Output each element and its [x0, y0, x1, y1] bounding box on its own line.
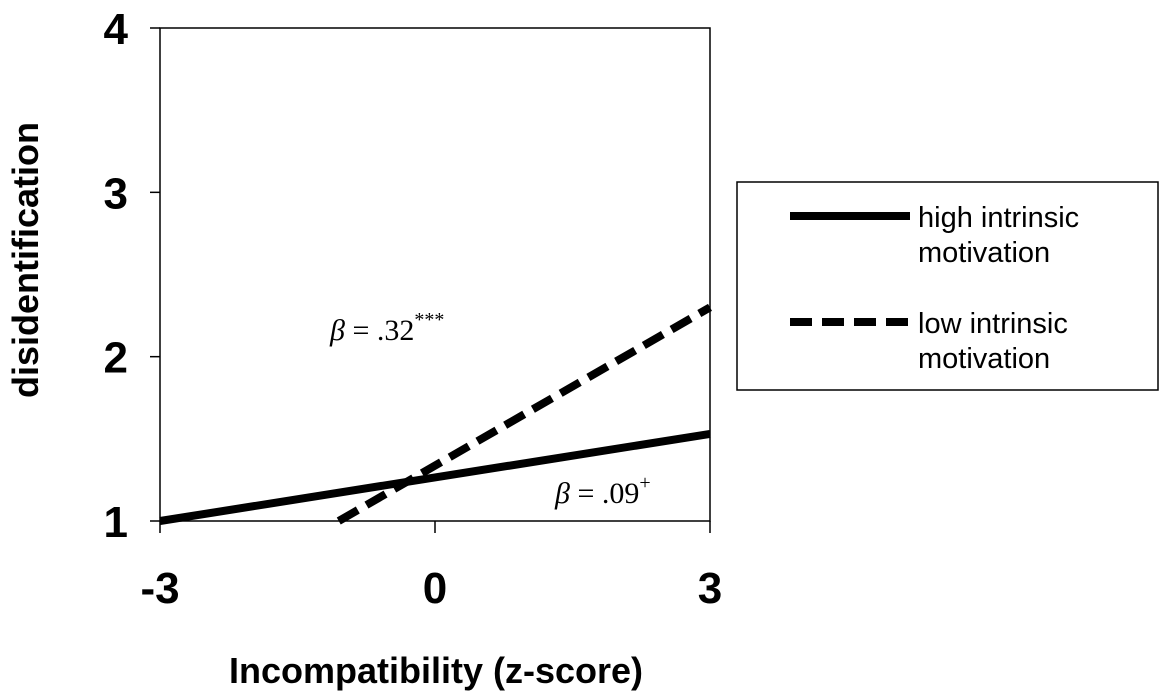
annotation-high-symbol: β: [554, 477, 570, 510]
annotation-low-text: = .32: [345, 314, 414, 347]
y-axis-title: disidentification: [5, 122, 46, 398]
legend-label-high-line1: high intrinsic: [918, 202, 1079, 234]
series-group: [159, 303, 712, 525]
y-tick-label: 2: [104, 334, 128, 383]
annotation-high-text: = .09: [570, 477, 639, 510]
annotation-low-symbol: β: [329, 314, 345, 347]
legend-label-low-line2: motivation: [918, 343, 1050, 375]
annotation-low-sup: ***: [414, 309, 444, 331]
annotation-high: β = .09+: [554, 472, 651, 510]
series-line-high-intrinsic: [159, 429, 711, 525]
series-line-low-intrinsic: [336, 303, 712, 525]
annotation-low: β = .32***: [329, 309, 444, 347]
y-tick-label: 3: [104, 169, 128, 218]
legend-label-low-line1: low intrinsic: [918, 308, 1068, 340]
y-tick-label: 1: [104, 498, 128, 547]
x-axis-title: Incompatibility (z-score): [229, 650, 643, 691]
x-tick-label: 3: [698, 564, 722, 613]
x-tick-label: -3: [140, 564, 179, 613]
annotation-high-sup: +: [639, 472, 650, 494]
y-tick-label: 4: [104, 5, 129, 54]
legend-label-high-line2: motivation: [918, 237, 1050, 269]
axes: 1 2 3 4 -3 0 3: [104, 5, 723, 613]
x-tick-label: 0: [423, 564, 447, 613]
legend: high intrinsic motivation low intrinsic …: [736, 181, 1159, 391]
